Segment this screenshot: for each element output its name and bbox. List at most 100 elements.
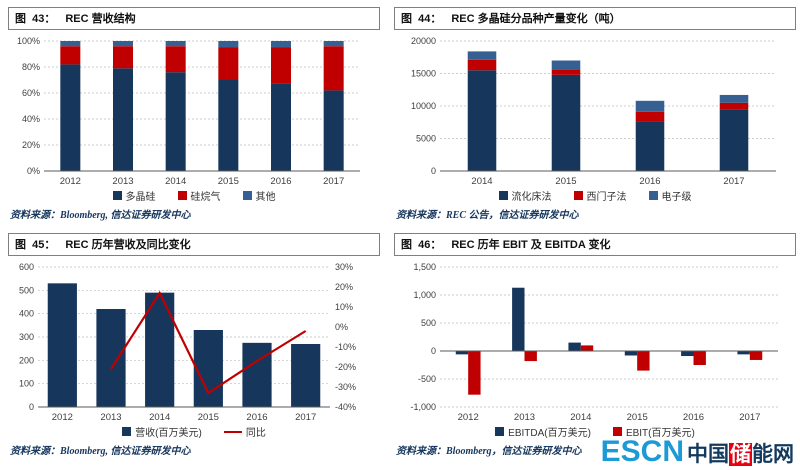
chart-legend: EBITDA(百万美元) EBIT(百万美元) — [394, 424, 796, 439]
escn-logo-text: ESCN — [600, 435, 684, 468]
svg-text:60%: 60% — [22, 88, 40, 98]
legend-item: 多晶硅 — [112, 188, 156, 203]
figure-title: REC 历年 EBIT 及 EBITDA 变化 — [451, 239, 611, 251]
figure-header: 图 44： REC 多晶硅分品种产量变化（吨） — [394, 7, 796, 30]
legend-square-swatch — [648, 191, 658, 200]
legend-label: 同比 — [245, 428, 266, 439]
legend-label: 多晶硅 — [125, 192, 156, 203]
legend-square-swatch — [177, 191, 187, 200]
figure-header: 图 46： REC 历年 EBIT 及 EBITDA 变化 — [394, 233, 796, 256]
chart-ebit-ebitda: -1,000 -500 0 500 1,000 1,500 2012 2013 2014 2015… — [394, 259, 796, 424]
source-note: 资料来源：Bloomberg，信达证券研发中心 — [396, 446, 582, 457]
legend-item: 流化床法 — [498, 188, 552, 203]
svg-text:2013: 2013 — [100, 412, 121, 423]
svg-text:0: 0 — [431, 346, 436, 356]
svg-text:20%: 20% — [335, 282, 353, 292]
legend-item: 其他 — [242, 188, 276, 203]
chart-legend: 营收(百万美元) 同比 — [8, 424, 380, 439]
svg-text:5000: 5000 — [416, 134, 436, 144]
svg-text:10%: 10% — [335, 302, 353, 312]
svg-text:2014: 2014 — [570, 412, 591, 423]
chart-rec-revenue-structure: 0% 20% 40% 60% 80% 100% 2012 2013 2014 2015 2016 20… — [8, 33, 380, 188]
svg-text:2016: 2016 — [246, 412, 267, 423]
svg-text:2017: 2017 — [323, 176, 344, 187]
svg-text:100: 100 — [19, 379, 34, 389]
legend-label: 流化床法 — [511, 192, 552, 203]
legend-label: EBITDA(百万美元) — [508, 428, 591, 439]
legend-line-swatch — [223, 430, 242, 433]
legend-item: EBIT(百万美元) — [612, 424, 695, 439]
legend-label: EBIT(百万美元) — [625, 428, 695, 439]
source-note: 资料来源：REC 公告，信达证券研发中心 — [396, 210, 579, 221]
panel-fig45: 图 45： REC 历年营收及同比变化 0 100 200 300 400 500 600 2… — [8, 233, 380, 457]
svg-text:2016: 2016 — [639, 176, 660, 187]
svg-text:10000: 10000 — [411, 101, 436, 111]
svg-text:2012: 2012 — [60, 176, 81, 187]
figure-title: REC 历年营收及同比变化 — [65, 239, 191, 251]
svg-text:2014: 2014 — [149, 412, 170, 423]
svg-text:2013: 2013 — [112, 176, 133, 187]
chart-legend: 流化床法 西门子法 电子级 — [394, 188, 796, 203]
svg-text:0: 0 — [29, 402, 34, 412]
chart-revenue-yoy: 0 100 200 300 400 500 600 2012 2013 2014 2015 2016 2… — [8, 259, 380, 424]
svg-text:30%: 30% — [335, 262, 353, 272]
figure-number: 图 45： — [15, 239, 56, 251]
svg-text:2012: 2012 — [52, 412, 73, 423]
svg-text:-10%: -10% — [335, 342, 356, 352]
legend-label: 电子级 — [661, 192, 692, 203]
svg-text:500: 500 — [421, 318, 436, 328]
legend-label: 硅烷气 — [190, 192, 221, 203]
svg-text:0: 0 — [431, 166, 436, 176]
svg-text:20%: 20% — [22, 140, 40, 150]
panel-fig43: 图 43： REC 营收结构 0% 20% 40% 60% 80% 100% 2012 201… — [8, 7, 380, 221]
legend-item: 西门子法 — [573, 188, 627, 203]
chart-polysilicon-output: 0 5000 10000 15000 20000 2014 2015 2016 2017 — [394, 33, 796, 188]
legend-item: 营收(百万美元) — [122, 424, 202, 439]
svg-text:-30%: -30% — [335, 382, 356, 392]
svg-text:1,000: 1,000 — [413, 290, 436, 300]
svg-text:2015: 2015 — [555, 176, 576, 187]
figure-header: 图 45： REC 历年营收及同比变化 — [8, 233, 380, 256]
report-figures-page: 图 43： REC 营收结构 0% 20% 40% 60% 80% 100% 2012 201… — [8, 7, 796, 468]
svg-text:40%: 40% — [22, 114, 40, 124]
svg-text:300: 300 — [19, 332, 34, 342]
escn-logo-red-char: 储 — [729, 443, 752, 466]
chart-legend: 多晶硅 硅烷气 其他 — [8, 188, 380, 203]
source-note: 资料来源：Bloomberg, 信达证券研发中心 — [10, 210, 191, 221]
svg-text:1,500: 1,500 — [413, 262, 436, 272]
svg-text:400: 400 — [19, 309, 34, 319]
svg-text:-500: -500 — [418, 374, 436, 384]
figure-header: 图 43： REC 营收结构 — [8, 7, 380, 30]
legend-square-swatch — [612, 427, 622, 436]
legend-item: 电子级 — [648, 188, 692, 203]
svg-text:2017: 2017 — [723, 176, 744, 187]
svg-text:2012: 2012 — [458, 412, 479, 423]
source-note: 资料来源：Bloomberg, 信达证券研发中心 — [10, 446, 191, 457]
svg-text:20000: 20000 — [411, 36, 436, 46]
escn-logo-chinese: 中国储能网 — [687, 443, 794, 466]
legend-square-swatch — [242, 191, 252, 200]
legend-label: 西门子法 — [586, 192, 627, 203]
svg-text:0%: 0% — [335, 322, 348, 332]
legend-square-swatch — [112, 191, 122, 200]
legend-label: 营收(百万美元) — [135, 428, 202, 439]
svg-text:15000: 15000 — [411, 69, 436, 79]
svg-text:0%: 0% — [27, 166, 40, 176]
panel-fig46: 图 46： REC 历年 EBIT 及 EBITDA 变化 -1,000 -500… — [394, 233, 796, 457]
svg-text:2015: 2015 — [218, 176, 239, 187]
legend-item: EBITDA(百万美元) — [495, 424, 591, 439]
legend-square-swatch — [498, 191, 508, 200]
svg-text:2015: 2015 — [627, 412, 648, 423]
legend-label: 其他 — [255, 192, 276, 203]
svg-text:600: 600 — [19, 262, 34, 272]
escn-watermark: ESCN 中国储能网 — [601, 435, 794, 469]
legend-square-swatch — [495, 427, 505, 436]
figures-grid: 图 43： REC 营收结构 0% 20% 40% 60% 80% 100% 2012 201… — [8, 7, 796, 457]
legend-item: 同比 — [223, 424, 266, 439]
svg-text:2017: 2017 — [739, 412, 760, 423]
svg-text:-1,000: -1,000 — [410, 402, 436, 412]
svg-text:500: 500 — [19, 285, 34, 295]
legend-square-swatch — [122, 427, 132, 436]
panel-fig44: 图 44： REC 多晶硅分品种产量变化（吨） 0 5000 10000 15000 2… — [394, 7, 796, 221]
svg-text:2014: 2014 — [471, 176, 492, 187]
